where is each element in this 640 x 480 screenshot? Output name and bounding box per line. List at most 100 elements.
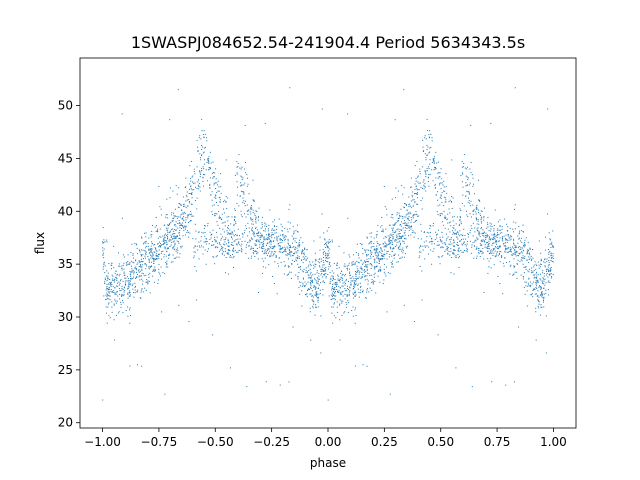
data-point [269, 242, 271, 244]
data-point [130, 260, 132, 262]
data-point [211, 211, 213, 213]
data-point [168, 257, 170, 259]
data-point [428, 173, 430, 175]
data-point [108, 288, 110, 290]
data-point [198, 183, 200, 185]
data-point [165, 255, 167, 257]
data-point [510, 264, 512, 266]
data-point [204, 232, 206, 234]
data-point [550, 266, 552, 268]
data-point [404, 225, 406, 227]
data-point [206, 241, 208, 243]
data-point [347, 311, 349, 313]
data-point [418, 189, 420, 191]
data-point [518, 253, 520, 255]
data-point [111, 301, 113, 303]
data-point [288, 249, 290, 251]
data-point [509, 261, 511, 263]
data-point [508, 250, 510, 252]
data-point [440, 241, 442, 243]
data-point [360, 292, 362, 294]
data-point [232, 233, 234, 235]
data-point [223, 251, 225, 253]
data-point [128, 292, 130, 294]
data-point [357, 283, 359, 285]
data-point [214, 213, 216, 215]
data-point [214, 263, 216, 265]
data-point [198, 185, 200, 187]
data-point [215, 240, 217, 242]
data-point [415, 219, 417, 221]
data-point [333, 262, 335, 264]
data-point [399, 224, 401, 226]
data-point [431, 140, 433, 142]
data-point [129, 273, 131, 275]
data-point [189, 188, 191, 190]
data-point [353, 280, 355, 282]
data-point [212, 172, 214, 174]
data-point [203, 241, 205, 243]
data-point [126, 264, 128, 266]
data-point [118, 281, 120, 283]
data-point [150, 261, 152, 263]
data-point [366, 254, 368, 256]
data-point [546, 272, 548, 274]
data-point [504, 257, 506, 259]
data-point [437, 199, 439, 201]
data-point [552, 261, 554, 263]
data-point [375, 292, 377, 294]
data-point [535, 287, 537, 289]
data-point [210, 237, 212, 239]
data-point [437, 256, 439, 258]
data-point [522, 255, 524, 257]
data-point [379, 251, 381, 253]
data-point [298, 256, 300, 258]
data-point [185, 219, 187, 221]
data-point [322, 288, 324, 290]
data-point [423, 232, 425, 234]
data-point [252, 227, 254, 229]
data-point [396, 261, 398, 263]
data-point [365, 275, 367, 277]
data-point [543, 275, 545, 277]
data-point [217, 205, 219, 207]
data-point [439, 176, 441, 178]
data-point [364, 250, 366, 252]
data-point [306, 283, 308, 285]
data-point [488, 248, 490, 250]
data-point [547, 276, 549, 278]
data-point [217, 190, 219, 192]
data-point [138, 270, 140, 272]
data-point [121, 113, 123, 115]
data-point [536, 265, 538, 267]
data-point [430, 249, 432, 251]
data-point [256, 251, 258, 253]
data-point [513, 240, 515, 242]
data-point [493, 234, 495, 236]
data-point [348, 295, 350, 297]
data-point [166, 227, 168, 229]
data-point [127, 263, 129, 265]
data-point [329, 261, 331, 263]
data-point [402, 240, 404, 242]
data-point [437, 214, 439, 216]
data-point [252, 238, 254, 240]
data-point [252, 179, 254, 181]
data-point [144, 263, 146, 265]
data-point [183, 203, 185, 205]
data-point [194, 173, 196, 175]
data-point [162, 243, 164, 245]
data-point [270, 241, 272, 243]
data-point [491, 251, 493, 253]
data-point [357, 278, 359, 280]
data-point [470, 252, 472, 254]
data-point [265, 223, 267, 225]
data-point [315, 306, 317, 308]
data-point [193, 189, 195, 191]
data-point [163, 243, 165, 245]
data-point [387, 272, 389, 274]
data-point [179, 216, 181, 218]
data-point [425, 172, 427, 174]
data-point [514, 251, 516, 253]
data-point [488, 240, 490, 242]
